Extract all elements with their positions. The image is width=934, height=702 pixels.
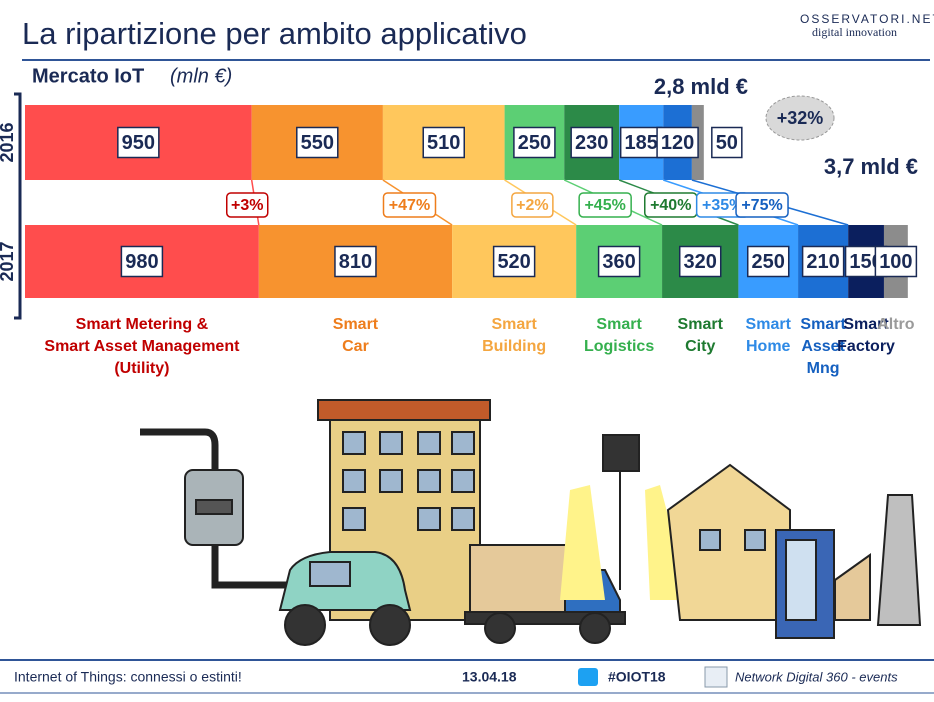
growth-label: +3% xyxy=(231,197,263,214)
value-label-box xyxy=(656,126,699,159)
legend-entry: Smart xyxy=(596,316,642,333)
growth-label: +45% xyxy=(584,197,625,214)
growth-label-box xyxy=(735,192,789,218)
value-label: 230 xyxy=(575,132,608,154)
footer-event: Internet of Things: connessi o estinti! xyxy=(14,669,242,685)
year-bracket xyxy=(14,92,22,320)
legend-entry: Factory xyxy=(837,338,895,355)
total-label: 2,8 mld € xyxy=(654,74,748,99)
value-label: 150 xyxy=(849,251,882,273)
value-label: 980 xyxy=(125,251,158,273)
value-label-box xyxy=(492,245,536,278)
legend-entry: Smart Metering & xyxy=(76,316,209,333)
growth-label-box xyxy=(225,192,269,218)
year-label: 2016 xyxy=(0,122,17,162)
legend-entry: Car xyxy=(342,338,369,355)
growth-label: +35% xyxy=(702,197,743,214)
value-label-box xyxy=(296,126,339,159)
value-label-box xyxy=(334,245,377,278)
slide-title: La ripartizione per ambito applicativo xyxy=(22,16,527,51)
value-label-box xyxy=(746,245,790,278)
legend-entry: Logistics xyxy=(584,338,654,355)
legend-entry: Smart xyxy=(800,316,846,333)
growth-label: +47% xyxy=(389,197,430,214)
legend-entry: (Utility) xyxy=(114,360,169,377)
growth-label-box xyxy=(511,192,554,218)
value-label: 810 xyxy=(339,251,372,273)
growth-label-box xyxy=(578,192,632,218)
value-label-box xyxy=(597,245,641,278)
logo-name: OSSERVATORI.NET xyxy=(800,12,934,26)
value-label: 510 xyxy=(427,132,460,154)
value-label: 520 xyxy=(497,251,530,273)
legend-entry: Altro xyxy=(877,316,915,333)
value-label: 210 xyxy=(806,251,839,273)
chart-subtitle: Mercato IoT xyxy=(32,65,144,87)
value-label-box xyxy=(120,245,164,278)
legend-entry: Smart xyxy=(333,316,379,333)
value-label-box xyxy=(513,126,556,159)
footer-network: Network Digital 360 - events xyxy=(735,669,898,684)
value-label-box xyxy=(801,245,845,278)
value-label: 50 xyxy=(716,132,738,154)
value-label-box xyxy=(117,126,160,159)
legend-entry: Smart Asset Management xyxy=(44,338,240,355)
logo-tagline: digital innovation xyxy=(812,25,897,39)
value-label-box xyxy=(711,126,743,159)
growth-label: +2% xyxy=(516,197,548,214)
growth-label: +75% xyxy=(741,197,782,214)
value-label-box xyxy=(874,245,918,278)
twitter-icon xyxy=(578,668,598,686)
growth-label: +40% xyxy=(650,197,691,214)
legend-entry: Smart xyxy=(491,316,537,333)
growth-label-box xyxy=(382,192,437,218)
value-label: 250 xyxy=(518,132,551,154)
legend-entry: City xyxy=(685,338,715,355)
total-growth-label: +32% xyxy=(777,108,824,128)
chart-subtitle-unit: (mln €) xyxy=(170,65,232,87)
value-label-box xyxy=(619,126,663,159)
legend-entry: Home xyxy=(746,338,791,355)
footer-hashtag: #OIOT18 xyxy=(608,669,666,685)
value-label: 320 xyxy=(684,251,717,273)
value-label: 950 xyxy=(122,132,155,154)
value-label-box xyxy=(422,126,465,159)
growth-badge xyxy=(765,95,835,141)
legend-entry: Mng xyxy=(807,360,840,377)
value-label-box xyxy=(678,245,722,278)
legend-entry: Smart xyxy=(843,316,889,333)
illustration xyxy=(140,399,922,646)
value-label: 250 xyxy=(752,251,785,273)
legend-entry: Building xyxy=(482,338,546,355)
value-label: 550 xyxy=(301,132,334,154)
legend-entry: Smart xyxy=(678,316,724,333)
value-label: 100 xyxy=(879,251,912,273)
network-icon xyxy=(704,666,728,688)
total-label: 3,7 mld € xyxy=(824,154,918,179)
value-label-box xyxy=(570,126,613,159)
value-label: 360 xyxy=(602,251,635,273)
legend-entry: Smart xyxy=(746,316,792,333)
footer-date: 13.04.18 xyxy=(462,669,517,685)
legend-entry: Asset xyxy=(801,338,845,355)
value-label: 120 xyxy=(661,132,694,154)
value-label: 185 xyxy=(624,132,657,154)
year-label: 2017 xyxy=(0,241,17,281)
